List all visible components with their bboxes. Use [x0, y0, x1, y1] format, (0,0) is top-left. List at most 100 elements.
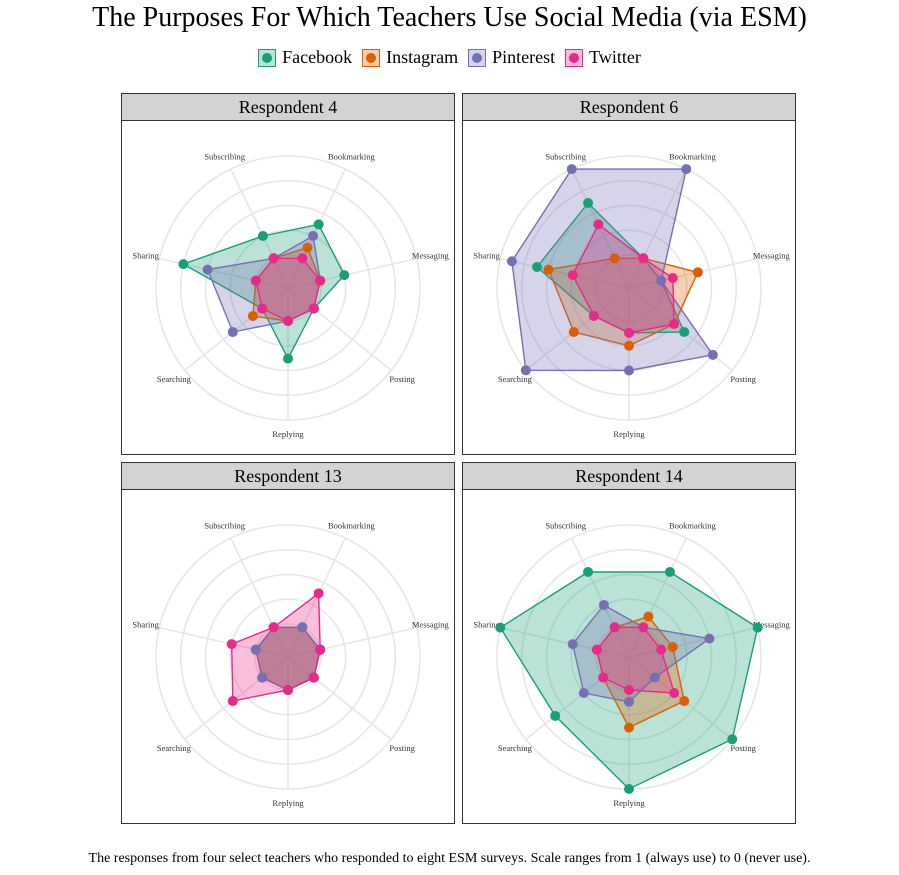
- grid-spoke-subscribing: [230, 168, 289, 289]
- axis-label-searching: Searching: [157, 743, 192, 753]
- legend-label-twitter: Twitter: [589, 47, 641, 67]
- data-point-twitter-posting: [669, 319, 680, 330]
- axis-label-sharing: Sharing: [473, 620, 500, 630]
- data-point-pinterest-sharing: [506, 256, 517, 267]
- data-point-pinterest-sharing: [250, 644, 261, 655]
- grid-spoke-searching: [525, 656, 630, 740]
- legend-item-twitter: Twitter: [565, 47, 641, 68]
- data-point-twitter-replying: [283, 316, 293, 326]
- radar-svg: Bookmarking Messaging Posting Replying Searc…: [473, 151, 791, 439]
- series-area-facebook: [499, 571, 759, 790]
- radar-plot: Bookmarking Messaging Posting Replying Searc…: [121, 121, 455, 455]
- panel-strip-label: Respondent 14: [462, 462, 796, 490]
- data-point-facebook-bookmarking: [664, 566, 675, 577]
- data-point-instagram-messaging: [692, 267, 703, 278]
- data-point-instagram-sharing: [543, 264, 554, 275]
- data-point-instagram-searching: [568, 327, 579, 338]
- grid-spoke-bookmarking: [628, 168, 687, 289]
- data-point-pinterest-bookmarking: [681, 164, 692, 175]
- data-point-facebook-replying: [283, 353, 293, 364]
- data-point-facebook-subscribing: [257, 230, 268, 241]
- grid-spoke-subscribing: [230, 537, 289, 658]
- data-point-twitter-bookmarking: [313, 588, 324, 599]
- series-area-twitter: [571, 223, 675, 334]
- data-point-twitter-bookmarking: [638, 622, 649, 633]
- radar-svg: Bookmarking Messaging Posting Replying Searc…: [473, 520, 791, 808]
- axis-label-messaging: Messaging: [412, 251, 450, 261]
- axis-label-posting: Posting: [730, 374, 756, 384]
- data-point-facebook-sharing: [531, 261, 542, 272]
- legend-key-facebook: [258, 48, 277, 67]
- legend-item-instagram: Instagram: [362, 47, 458, 68]
- data-point-pinterest-searching: [578, 688, 589, 699]
- data-point-pinterest-sharing: [567, 639, 578, 650]
- axis-label-bookmarking: Bookmarking: [328, 520, 375, 530]
- data-point-twitter-replying: [624, 327, 634, 338]
- grid-spoke-posting: [287, 656, 392, 740]
- data-point-facebook-messaging: [339, 270, 350, 281]
- data-point-twitter-posting: [308, 672, 319, 683]
- data-point-pinterest-subscribing: [566, 164, 577, 175]
- data-point-facebook-subscribing: [583, 566, 594, 577]
- data-point-pinterest-posting: [649, 672, 660, 683]
- data-point-pinterest-searching: [227, 327, 238, 338]
- data-point-facebook-replying: [624, 784, 634, 794]
- data-point-facebook-searching: [550, 710, 561, 721]
- radar-svg: Bookmarking Messaging Posting Replying Searc…: [132, 520, 449, 808]
- data-point-facebook-messaging: [752, 622, 763, 633]
- data-point-facebook-subscribing: [583, 197, 594, 208]
- data-point-twitter-searching: [588, 310, 599, 321]
- data-point-instagram-replying: [624, 722, 634, 733]
- data-point-instagram-messaging: [667, 642, 678, 653]
- data-point-twitter-sharing: [591, 644, 602, 655]
- axis-label-messaging: Messaging: [753, 620, 791, 630]
- axis-label-subscribing: Subscribing: [545, 151, 586, 161]
- data-point-pinterest-bookmarking: [297, 622, 308, 633]
- axis-label-subscribing: Subscribing: [545, 520, 586, 530]
- data-point-twitter-messaging: [667, 273, 678, 284]
- legend-label-facebook: Facebook: [282, 47, 353, 67]
- legend-key-pinterest: [468, 48, 487, 67]
- data-point-pinterest-replying: [624, 365, 634, 376]
- legend-dot-pinterest: [472, 52, 483, 63]
- data-point-twitter-replying: [283, 685, 293, 695]
- chart-title: The Purposes For Which Teachers Use Soci…: [92, 2, 807, 33]
- data-point-twitter-subscribing: [609, 622, 620, 633]
- axis-label-messaging: Messaging: [753, 251, 791, 261]
- data-point-pinterest-posting: [707, 349, 718, 360]
- grid-spoke-messaging: [287, 257, 417, 289]
- data-point-twitter-sharing: [226, 639, 237, 650]
- panel-respondent-4: Respondent 4 Bookmarking Messaging Posting…: [121, 93, 455, 455]
- panel-respondent-14: Respondent 14 Bookmarking Messaging Postin…: [462, 462, 796, 824]
- chart-caption: The responses from four select teachers …: [88, 851, 811, 866]
- axis-label-replying: Replying: [272, 798, 304, 808]
- grid-spoke-subscribing: [571, 537, 630, 658]
- axis-label-searching: Searching: [498, 743, 533, 753]
- data-point-instagram-bookmarking: [643, 611, 654, 622]
- grid-spoke-messaging: [628, 626, 758, 658]
- data-point-twitter-subscribing: [268, 253, 279, 264]
- data-point-twitter-messaging: [315, 275, 326, 286]
- legend-label-instagram: Instagram: [386, 47, 459, 67]
- data-point-pinterest-bookmarking: [308, 230, 319, 241]
- data-point-instagram-bookmarking: [302, 242, 313, 253]
- panel-strip-label: Respondent 6: [462, 93, 796, 121]
- axis-label-posting: Posting: [730, 743, 756, 753]
- radar-plot: Bookmarking Messaging Posting Replying Searc…: [462, 121, 796, 455]
- data-point-twitter-subscribing: [268, 622, 279, 633]
- data-point-facebook-posting: [679, 327, 690, 338]
- data-point-twitter-searching: [227, 696, 238, 707]
- legend-dot-instagram: [366, 52, 377, 63]
- grid-spoke-sharing: [159, 626, 289, 658]
- data-point-twitter-searching: [257, 303, 268, 314]
- grid-spoke-sharing: [500, 626, 630, 658]
- data-point-twitter-sharing: [250, 275, 261, 286]
- axis-label-posting: Posting: [389, 743, 415, 753]
- legend-dot-facebook: [262, 52, 273, 63]
- data-point-pinterest-messaging: [656, 275, 667, 286]
- axis-label-replying: Replying: [272, 429, 304, 439]
- data-point-pinterest-searching: [520, 365, 531, 376]
- axis-label-bookmarking: Bookmarking: [669, 151, 716, 161]
- legend-label-pinterest: Pinterest: [492, 47, 556, 67]
- data-point-twitter-searching: [598, 672, 609, 683]
